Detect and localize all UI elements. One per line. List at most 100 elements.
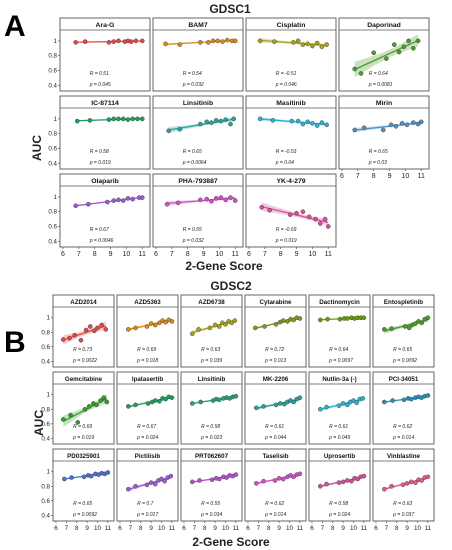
data-point xyxy=(300,42,306,47)
panel-frame xyxy=(245,17,337,92)
data-point xyxy=(254,481,259,486)
data-point xyxy=(257,116,263,122)
panel-title: IC-87114 xyxy=(91,100,119,107)
x-tick-label: 11 xyxy=(425,525,432,532)
data-point xyxy=(60,337,66,342)
r-value: R = 0.58 xyxy=(201,424,220,430)
data-point xyxy=(223,321,228,327)
r-value: R = 0.61 xyxy=(329,424,348,430)
data-point xyxy=(206,40,211,45)
data-point xyxy=(413,321,418,326)
r-value: R = 0.63 xyxy=(393,501,412,507)
data-point xyxy=(163,41,168,47)
data-point xyxy=(382,399,387,405)
data-point xyxy=(382,486,387,492)
panel-title: Nutlin-3a (-) xyxy=(322,376,356,383)
x-tick-label: 10 xyxy=(401,173,409,180)
y-tick-label: 1 xyxy=(47,392,51,399)
data-point xyxy=(126,404,131,409)
data-point xyxy=(291,317,296,323)
data-point xyxy=(175,200,181,206)
data-point xyxy=(103,327,109,332)
data-point xyxy=(277,401,283,406)
data-point xyxy=(106,117,112,122)
data-point xyxy=(352,127,357,133)
panel-title: PCI-34051 xyxy=(389,376,419,383)
panel-frame xyxy=(152,95,244,170)
data-point xyxy=(163,319,168,325)
y-tick-label: 0.4 xyxy=(48,160,57,167)
data-point xyxy=(99,322,104,328)
panel-cisplatin: Cisplatin R = -0.51 p = 0.046 xyxy=(245,17,337,92)
data-point xyxy=(305,41,310,47)
panel-frame xyxy=(59,173,151,248)
data-point xyxy=(399,121,405,126)
data-point xyxy=(324,481,329,487)
y-tick-label: 0.6 xyxy=(41,344,50,351)
data-point xyxy=(215,38,221,44)
data-point xyxy=(157,398,162,404)
panel-mirin: Mirin R = 0.65 p = 0.03 6 7 8 9 10 11 xyxy=(338,95,430,180)
panel-title: Gemcitabine xyxy=(65,376,103,383)
data-point xyxy=(198,399,203,405)
r-value: R = 0.65 xyxy=(183,149,202,155)
panel-title: Pictilisib xyxy=(135,453,161,460)
y-tick-label: 0.6 xyxy=(48,223,57,230)
data-point xyxy=(164,201,170,207)
data-point xyxy=(218,118,224,124)
data-point xyxy=(120,116,126,122)
panel-azd2014: AZD2014 R = 0.73 p = 0.0022 0.4 0.6 0.8 1 xyxy=(41,294,115,368)
data-point xyxy=(425,474,431,480)
data-point xyxy=(305,119,310,125)
data-point xyxy=(289,118,295,124)
data-point xyxy=(267,207,272,213)
data-point xyxy=(273,402,279,408)
panel-title: Dactinomycin xyxy=(319,299,360,306)
panel-uprosertib: Uprosertib R = 0.58 p = 0.024 6 7 8 9 10 11 xyxy=(308,448,371,532)
p-value: p = 0.024 xyxy=(136,435,158,441)
data-point xyxy=(425,393,431,398)
panel-title: Uprosertib xyxy=(324,453,356,460)
data-point xyxy=(152,322,158,328)
data-point xyxy=(318,317,323,323)
p-value: p = 0.03 xyxy=(368,160,387,166)
panel-linsitinib: Linsitinib R = 0.65 p = 0.0064 xyxy=(152,95,244,170)
panel-frame xyxy=(338,95,430,170)
panel-title: Taselisib xyxy=(262,453,288,460)
data-point xyxy=(223,117,229,122)
r-value: R = 0.55 xyxy=(183,227,202,233)
data-point xyxy=(306,214,312,220)
x-tick-label: 9 xyxy=(405,525,409,532)
data-point xyxy=(75,420,81,425)
r-value: R = 0.58 xyxy=(90,149,109,155)
p-value: p = 0.0064 xyxy=(182,160,207,166)
data-point xyxy=(413,480,418,485)
data-point xyxy=(213,196,219,201)
x-tick-label: 7 xyxy=(129,525,133,532)
data-point xyxy=(144,482,150,488)
data-point xyxy=(139,116,145,122)
p-value: p = 0.017 xyxy=(136,512,158,518)
r-value: R = 0.63 xyxy=(201,347,220,353)
data-point xyxy=(233,393,239,399)
data-point xyxy=(287,212,293,217)
data-point xyxy=(232,198,238,203)
data-point xyxy=(324,404,329,410)
data-point xyxy=(148,321,154,326)
x-tick-label: 10 xyxy=(286,525,294,532)
y-tick-label: 0.4 xyxy=(48,82,57,89)
x-tick-label: 8 xyxy=(395,525,399,532)
panel-title: Linsitinib xyxy=(183,100,213,107)
x-tick-label: 8 xyxy=(75,525,79,532)
p-value: p = 0.046 xyxy=(275,82,297,88)
x-tick-label: 10 xyxy=(350,525,358,532)
data-point xyxy=(380,127,386,133)
data-point xyxy=(233,472,239,477)
data-point xyxy=(116,116,121,122)
data-point xyxy=(415,38,421,44)
data-point xyxy=(92,328,97,334)
x-tick-label: 9 xyxy=(341,525,345,532)
x-tick-label: 11 xyxy=(361,525,368,532)
data-point xyxy=(72,332,77,338)
panel-ipatasertib: Ipatasertib R = 0.67 p = 0.024 xyxy=(116,371,179,445)
